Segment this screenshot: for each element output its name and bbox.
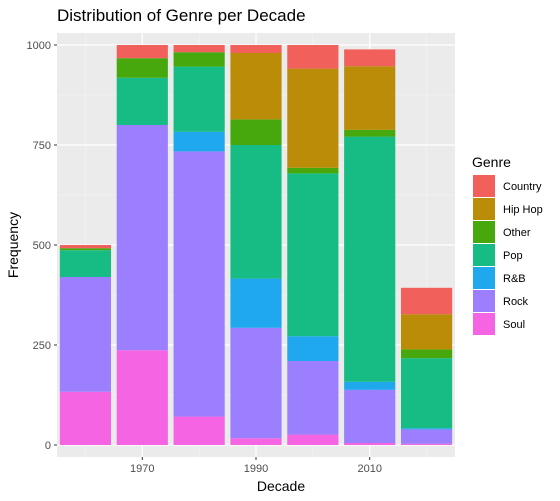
chart-title: Distribution of Genre per Decade — [57, 6, 306, 25]
bar-segment-r-b-1990 — [230, 278, 282, 328]
bar-segment-country-1970 — [116, 45, 168, 59]
bar-segment-other-2020 — [400, 349, 453, 359]
bar-segment-other-1980 — [173, 52, 225, 67]
bar-segment-country-2000 — [287, 45, 339, 69]
bar-segment-other-2000 — [287, 167, 339, 174]
bar-segment-pop-1980 — [173, 66, 225, 132]
legend-key-pop — [473, 244, 495, 266]
x-tick-label: 2010 — [357, 463, 381, 475]
bar-segment-hip-hop-2000 — [287, 68, 339, 168]
bars — [59, 45, 453, 445]
legend-key-hip-hop — [473, 198, 495, 220]
bar-segment-pop-1990 — [230, 145, 282, 279]
bar-segment-pop-2010 — [344, 136, 396, 382]
legend-key-other — [473, 221, 495, 243]
y-tick-label: 750 — [33, 140, 51, 152]
bar-segment-pop-1960 — [59, 250, 112, 277]
legend-key-rock — [473, 290, 495, 312]
bar-segment-soul-1990 — [230, 438, 282, 445]
bar-segment-rock-1960 — [59, 277, 112, 392]
bar-segment-r-b-2020 — [400, 428, 453, 430]
legend-label: R&B — [503, 273, 526, 285]
bar-segment-rock-1990 — [230, 327, 282, 439]
bar-segment-other-1960 — [59, 248, 112, 251]
bar-segment-rock-2000 — [287, 361, 339, 435]
legend-label: Country — [503, 181, 542, 193]
legend-key-soul — [473, 313, 495, 335]
bar-segment-country-1980 — [173, 45, 225, 53]
y-tick-label: 250 — [33, 340, 51, 352]
legend-label: Rock — [503, 296, 529, 308]
bar-segment-country-1960 — [59, 245, 112, 249]
bar-segment-hip-hop-2010 — [344, 66, 396, 130]
bar-segment-r-b-2010 — [344, 381, 396, 390]
x-axis-title: Decade — [257, 478, 305, 494]
y-tick-label: 500 — [33, 240, 51, 252]
bar-segment-country-2020 — [400, 287, 453, 315]
bar-segment-rock-1970 — [116, 125, 168, 351]
legend-label: Pop — [503, 250, 523, 262]
legend-title: Genre — [472, 154, 511, 170]
bar-segment-soul-1970 — [116, 350, 168, 445]
legend: Genre Country Hip Hop Other Pop R&B Rock Soul — [472, 154, 543, 335]
bar-segment-country-1990 — [230, 45, 282, 53]
bar-segment-rock-2020 — [400, 429, 453, 444]
y-tick-label: 0 — [45, 440, 51, 452]
bar-segment-pop-1970 — [116, 77, 168, 125]
x-tick-label: 1970 — [130, 463, 154, 475]
bar-segment-other-1990 — [230, 119, 282, 145]
bar-segment-pop-2000 — [287, 173, 339, 337]
legend-label: Soul — [503, 319, 525, 331]
bar-segment-other-1970 — [116, 58, 168, 78]
bar-segment-soul-1980 — [173, 416, 225, 445]
bar-segment-country-2010 — [344, 49, 396, 67]
bar-segment-soul-2010 — [344, 443, 396, 445]
bar-segment-hip-hop-1990 — [230, 53, 282, 120]
y-axis: 0 250 500 750 1000 — [27, 40, 57, 452]
legend-key-country — [473, 175, 495, 197]
bar-segment-rock-1980 — [173, 151, 225, 417]
legend-label: Hip Hop — [503, 204, 543, 216]
bar-segment-pop-2020 — [400, 358, 453, 429]
bar-segment-soul-1960 — [59, 391, 112, 445]
bar-segment-other-2010 — [344, 129, 396, 137]
x-axis: 1970 1990 2010 — [130, 457, 382, 475]
bar-segment-soul-2000 — [287, 434, 339, 445]
bar-segment-r-b-2000 — [287, 336, 339, 361]
bar-segment-hip-hop-2020 — [400, 314, 453, 350]
y-axis-title: Frequency — [5, 212, 21, 278]
bar-segment-soul-2020 — [400, 443, 453, 445]
legend-key-r-b — [473, 267, 495, 289]
bar-segment-r-b-1980 — [173, 131, 225, 152]
y-tick-label: 1000 — [27, 40, 51, 52]
x-tick-label: 1990 — [244, 463, 268, 475]
legend-label: Other — [503, 227, 531, 239]
bar-segment-rock-2010 — [344, 389, 396, 443]
